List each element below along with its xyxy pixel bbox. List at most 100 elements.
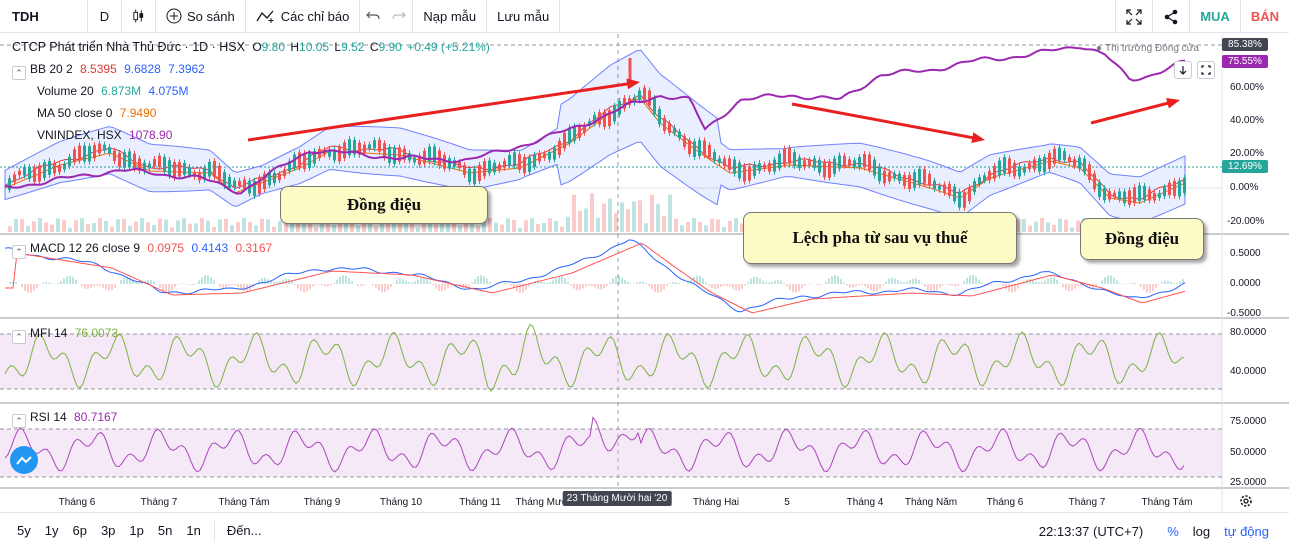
rsi-legend: ⌃ RSI 14 80.7167 [12,410,121,428]
range-button[interactable]: 1p [129,523,144,538]
price-axis-label: 60.00% [1230,82,1264,93]
ma-value: 7.9490 [119,106,157,120]
candle-body [53,162,56,174]
candlestick-icon [133,9,144,23]
candle-body [793,152,796,166]
collapse-legend-icon[interactable]: ⌃ [12,245,26,259]
redo-button[interactable] [386,0,414,33]
candle-body [998,160,1001,176]
volume-bar [368,219,372,232]
candle-body [533,154,536,168]
candle-body [78,145,81,161]
volume-bar [200,218,204,232]
save-layout-button[interactable]: Lưu mẫu [487,0,561,33]
annotation-divergence[interactable]: Lệch pha từ sau vụ thuế [743,212,1017,264]
chart-type-button[interactable] [122,0,156,33]
candle-body [848,159,851,166]
volume-bar [662,216,666,232]
candle-body [1183,177,1186,194]
mfi-value: 76.0073 [74,326,119,340]
collapse-legend-icon[interactable]: ⌃ [12,414,26,428]
candle-body [873,159,876,176]
volume-bar [446,218,450,232]
percent-scale-toggle[interactable]: % [1167,523,1179,539]
fullscreen-button[interactable] [1115,0,1152,33]
volume-bar [584,208,588,232]
buy-button[interactable]: MUA [1189,0,1240,33]
range-button[interactable]: 6p [72,523,87,538]
candle-body [343,142,346,159]
volume-bar [668,194,672,232]
interval-button[interactable]: D [88,0,122,33]
symbol-search-button[interactable]: TDH [0,0,88,33]
maximize-pane-button[interactable] [1197,61,1215,79]
range-button[interactable]: 5n [157,523,173,538]
candle-body [968,187,971,202]
candle-body [538,152,541,162]
range-button[interactable]: 5y [17,523,31,538]
load-layout-button[interactable]: Nạp mẫu [413,0,488,33]
candle-body [993,166,996,179]
candle-body [1043,156,1046,173]
range-button[interactable]: 1n [186,523,201,538]
compare-label: So sánh [187,8,235,24]
macd-label: MACD 12 26 close 9 [30,241,141,255]
arrow-down-icon [1179,66,1187,75]
scroll-down-button[interactable] [1174,61,1192,79]
volume-bar [374,226,378,232]
market-status-text: Thị trường Đóng cửa [1105,43,1199,54]
annotation-sync-1[interactable]: Đồng điệu [280,186,488,224]
undo-button[interactable] [360,0,386,33]
volume-bar [1064,219,1068,232]
toolbar-right: MUA BÁN [1115,0,1289,33]
volume-bar [1022,218,1026,232]
auto-scale-toggle[interactable]: tự động [1224,523,1269,539]
range-button[interactable]: 1y [44,523,59,538]
time-axis-label: Tháng 6 [986,497,1024,508]
collapse-legend-icon[interactable]: ⌃ [12,330,26,344]
volume-bar [506,218,510,232]
trend-arrow-3 [1090,101,1171,125]
candle-body [428,146,431,162]
candle-body [1163,187,1166,197]
tradingview-logo[interactable] [10,446,38,474]
trend-arrow-2 [791,102,976,140]
collapse-legend-icon[interactable]: ⌃ [12,66,26,80]
chart-canvas[interactable] [0,34,1289,512]
macd-signal-line [5,242,1186,314]
candle-body [163,156,166,172]
candle-body [443,155,446,169]
log-scale-toggle[interactable]: log [1192,523,1211,539]
candle-body [1173,180,1176,196]
volume-bar [452,221,456,232]
candle-body [913,172,916,188]
candle-body [188,167,191,176]
candle-body [388,146,391,163]
candle-body [88,146,91,162]
candle-body [958,191,961,208]
settings-button[interactable] [1238,493,1254,509]
candle-body [1073,159,1076,167]
sell-button[interactable]: BÁN [1239,0,1289,33]
time-axis-label: Tháng Tám [218,497,270,508]
time-axis-label: Tháng 7 [140,497,178,508]
indicators-button[interactable]: Các chỉ báo [246,0,361,33]
close-value: 9.90 [378,40,402,54]
candle-body [1068,157,1071,163]
goto-date-button[interactable]: Đến... [213,520,262,541]
candle-body [423,150,426,164]
share-button[interactable] [1152,0,1189,33]
candle-body [778,153,781,169]
macd-signal-value: 0.3167 [235,241,273,255]
volume-bar [422,219,426,232]
candle-body [298,152,301,168]
candle-body [18,170,21,176]
candle-body [833,158,836,174]
candle-body [158,155,161,167]
volume-bar [650,194,654,232]
annotation-sync-2[interactable]: Đồng điệu [1080,218,1204,260]
compare-button[interactable]: So sánh [156,0,246,33]
range-button[interactable]: 3p [100,523,116,538]
candle-body [838,155,841,169]
candle-body [1028,163,1031,170]
